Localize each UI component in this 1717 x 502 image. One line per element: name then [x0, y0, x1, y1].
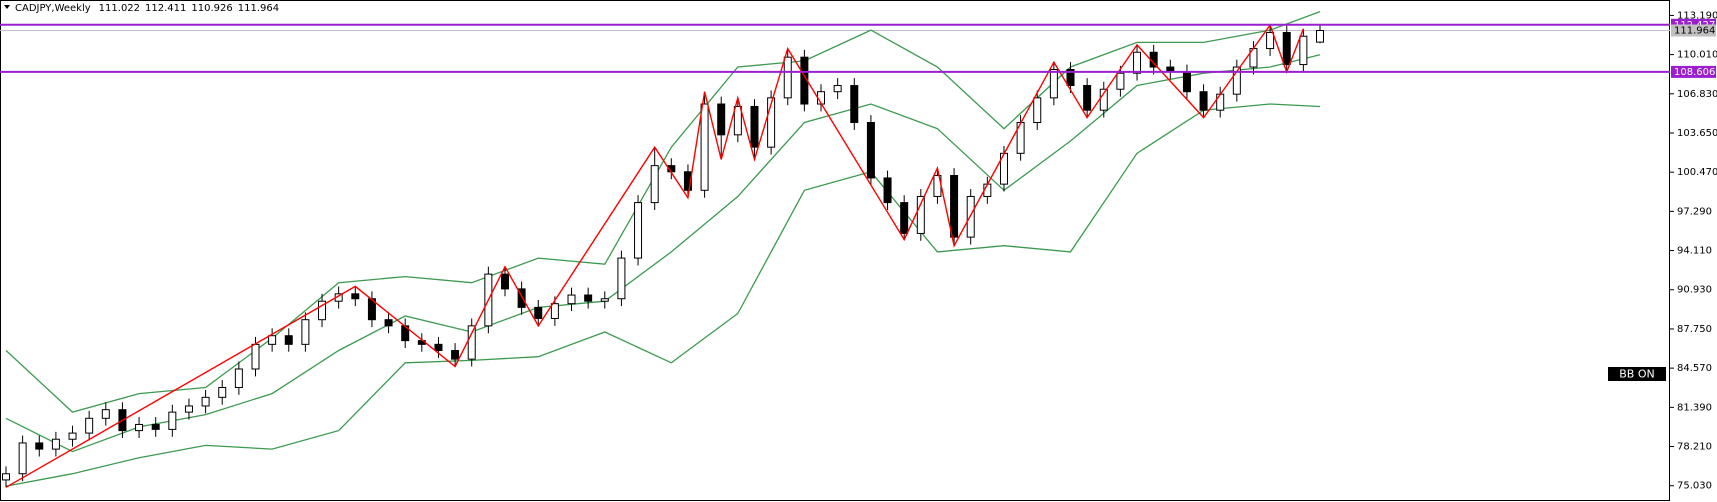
candle-body: [1116, 72, 1125, 90]
candle-body: [1232, 66, 1241, 95]
candle-body: [301, 319, 310, 345]
y-tick-label: 84.570: [1677, 363, 1712, 374]
candle-body: [683, 171, 692, 191]
candle-body: [234, 368, 243, 388]
candle-body: [1282, 32, 1291, 66]
bollinger-lower: [5, 103, 1321, 487]
candle-body: [1316, 30, 1324, 43]
candle-body: [68, 432, 77, 440]
y-tick-label: 94.110: [1677, 246, 1712, 257]
candle-body: [650, 165, 659, 204]
plot-frame: [0, 0, 1670, 501]
candle-body: [367, 298, 376, 321]
annotation: BB ON: [1619, 368, 1654, 381]
y-tick-label: 113.190: [1677, 10, 1717, 21]
header-value: 110.926: [191, 3, 232, 14]
bollinger-upper: [5, 10, 1321, 413]
candle-body: [950, 174, 959, 238]
candle-body: [567, 294, 576, 305]
candle-body: [750, 105, 759, 148]
candle-body: [584, 294, 593, 302]
y-tick-label: 90.930: [1677, 285, 1712, 296]
candle-body: [1182, 71, 1191, 93]
candle-body: [900, 202, 909, 234]
candle-body: [1216, 93, 1225, 111]
y-tick-label: 110.010: [1677, 50, 1717, 61]
zigzag: [5, 23, 1305, 488]
candle-body: [268, 335, 277, 345]
candle-body: [85, 417, 94, 434]
candle-body: [883, 177, 892, 204]
candle-body: [966, 195, 975, 238]
candle-body: [2, 473, 10, 481]
candle-body: [351, 293, 360, 300]
plot-area: [0, 10, 1670, 488]
candle-body: [467, 325, 476, 360]
candle-body: [218, 386, 227, 398]
level-label-bg: [1671, 65, 1716, 78]
candle-body: [550, 303, 559, 319]
candle-body: [916, 195, 925, 234]
candle-body: [318, 300, 327, 321]
candle-body: [18, 442, 27, 475]
header-value: 111.964: [238, 3, 279, 14]
header-value: 112.411: [145, 3, 186, 14]
y-tick-label: 106.830: [1677, 89, 1717, 100]
chart-title: CADJPY,Weekly: [15, 3, 91, 14]
candle-body: [1099, 88, 1108, 111]
candle-body: [717, 103, 726, 136]
price-label: 111.964: [1674, 26, 1715, 37]
annotation-bg: [1608, 367, 1666, 381]
candle-body: [1066, 69, 1075, 87]
candle-body: [850, 85, 859, 124]
candle-body: [434, 343, 443, 352]
y-tick-label: 75.030: [1677, 481, 1712, 492]
y-tick-label: 81.390: [1677, 402, 1712, 413]
candle-body: [1049, 69, 1058, 99]
candle-body: [35, 442, 44, 450]
candle-body: [284, 335, 293, 345]
candle-body: [700, 103, 709, 191]
candle-body: [1133, 51, 1142, 74]
candle-body: [866, 122, 875, 179]
header-value: 111.022: [99, 3, 140, 14]
candle-body: [201, 396, 210, 407]
candle-body: [1083, 85, 1092, 111]
y-tick-label: 78.210: [1677, 442, 1712, 453]
candle-body: [51, 438, 60, 450]
candle-body: [733, 105, 742, 136]
candle-body: [600, 298, 609, 302]
candle-body: [634, 202, 643, 259]
candle-body: [151, 423, 160, 430]
candle-body: [184, 405, 193, 413]
candle-body: [1299, 35, 1308, 66]
candle-body: [767, 97, 776, 148]
y-tick-label: 97.290: [1677, 206, 1712, 217]
menu-triangle: [4, 5, 10, 9]
candle-body: [783, 56, 792, 99]
candle-body: [500, 273, 509, 290]
candle-body: [1033, 97, 1042, 124]
candle-body: [517, 288, 526, 308]
candle-body: [168, 411, 177, 430]
candle-body: [384, 319, 393, 327]
candle-body: [1266, 32, 1275, 50]
price-label-bg: [1671, 24, 1716, 37]
candle-body: [833, 85, 842, 93]
y-tick-label: 100.470: [1677, 167, 1717, 178]
y-tick-label: 103.650: [1677, 128, 1717, 139]
candle-body: [451, 350, 460, 360]
candle-body: [617, 257, 626, 300]
candle-body: [1199, 91, 1208, 111]
y-tick-label: 87.750: [1677, 324, 1712, 335]
bollinger-middle: [5, 54, 1321, 453]
candle-body: [534, 306, 543, 319]
candle-body: [251, 343, 260, 370]
candle-body: [101, 409, 110, 419]
candle-body: [135, 423, 144, 432]
level-label: 108.606: [1674, 67, 1715, 78]
